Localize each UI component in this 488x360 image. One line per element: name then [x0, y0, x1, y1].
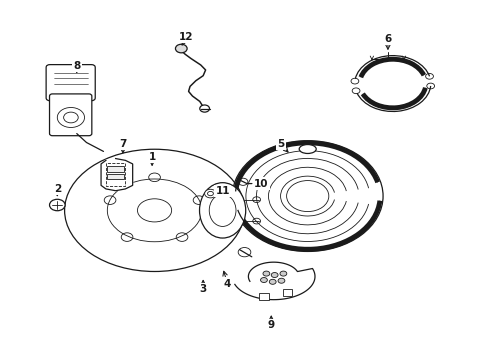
Text: 9: 9: [267, 320, 274, 330]
Ellipse shape: [64, 149, 244, 271]
Ellipse shape: [299, 145, 316, 153]
Bar: [259, 293, 268, 300]
Circle shape: [200, 105, 209, 112]
Bar: [107, 174, 123, 179]
Text: 7: 7: [119, 139, 126, 149]
Circle shape: [175, 44, 187, 53]
Circle shape: [260, 278, 267, 283]
Text: 5: 5: [277, 139, 284, 149]
Bar: [283, 289, 291, 296]
Text: 1: 1: [148, 152, 155, 162]
Polygon shape: [234, 262, 314, 300]
Text: 10: 10: [254, 179, 268, 189]
Circle shape: [278, 278, 285, 283]
Text: 12: 12: [179, 32, 193, 42]
Circle shape: [263, 271, 269, 276]
FancyBboxPatch shape: [49, 94, 92, 136]
Circle shape: [204, 189, 216, 198]
Text: 2: 2: [54, 184, 61, 194]
Circle shape: [49, 199, 65, 211]
Polygon shape: [101, 158, 132, 191]
Text: 4: 4: [224, 279, 231, 289]
Ellipse shape: [107, 179, 202, 242]
Ellipse shape: [199, 183, 245, 238]
Text: 11: 11: [215, 186, 229, 196]
Circle shape: [269, 279, 276, 284]
FancyBboxPatch shape: [46, 64, 95, 101]
Ellipse shape: [137, 199, 171, 222]
Ellipse shape: [209, 194, 236, 226]
Bar: [107, 166, 123, 172]
Circle shape: [271, 273, 278, 278]
Text: 6: 6: [384, 34, 391, 44]
Text: 8: 8: [73, 61, 80, 71]
Circle shape: [280, 271, 286, 276]
Text: 3: 3: [199, 284, 206, 294]
